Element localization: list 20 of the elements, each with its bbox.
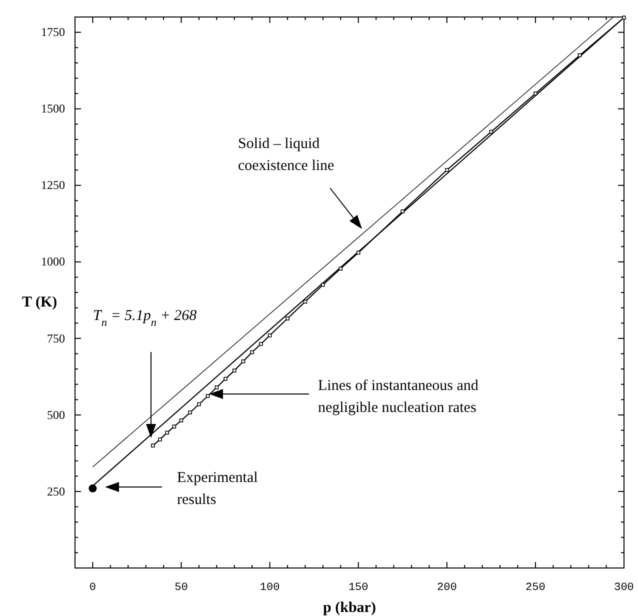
y-axis-title: T (K) (22, 294, 58, 310)
y-tick-label: 1000 (41, 254, 65, 269)
y-tick-label: 250 (47, 484, 65, 498)
y-tick-label: 750 (47, 331, 65, 346)
x-tick-label: 150 (348, 582, 368, 594)
x-tick-label: 100 (260, 582, 280, 594)
x-tick-label: 50 (174, 582, 188, 594)
annotation: T$_{n}$ = 5.1p$_{n}$ + 268 (93, 308, 198, 329)
x-tick-label: 300 (614, 582, 634, 594)
x-tick-label: 250 (526, 582, 546, 594)
x-tick-label: 0 (89, 582, 96, 594)
y-tick-label: 1250 (41, 178, 65, 192)
annotation: Solid – liquid coexistence line (238, 136, 335, 174)
y-tick-label: 1500 (41, 102, 65, 116)
x-tick-label: 200 (436, 582, 457, 594)
y-tick-label: 1750 (41, 25, 65, 40)
y-tick-label: 500 (47, 408, 65, 422)
annotation: Lines of instantaneous and negligible nucleation rates (318, 378, 479, 416)
annotation: Experimental results (177, 470, 258, 508)
x-axis-title: p (kbar) (323, 600, 376, 616)
